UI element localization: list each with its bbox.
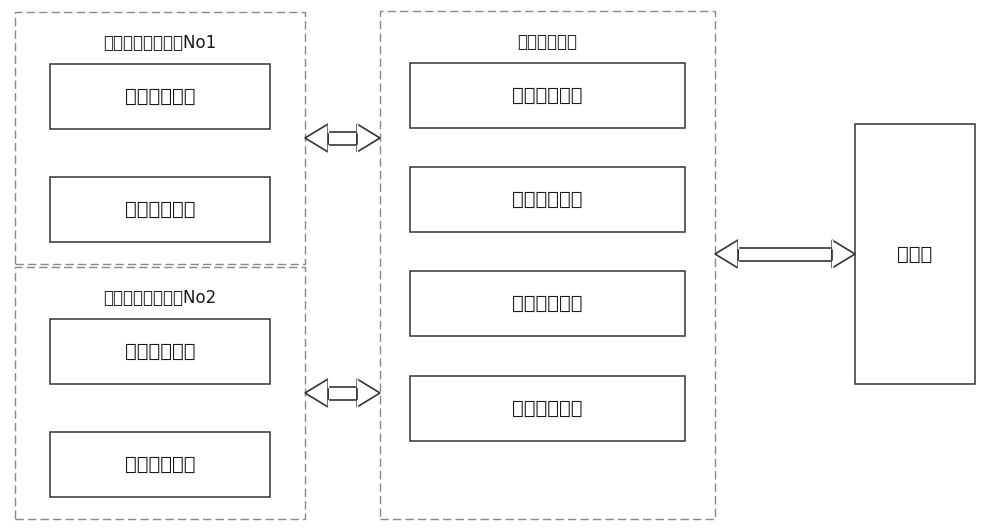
Text: 内存保存单元: 内存保存单元 bbox=[512, 190, 583, 209]
Bar bbox=[15, 12, 305, 264]
Text: 通知监控单元: 通知监控单元 bbox=[512, 86, 583, 105]
Text: 通知发送单元: 通知发送单元 bbox=[125, 200, 195, 219]
Text: 软件复位单元: 软件复位单元 bbox=[512, 398, 583, 417]
Polygon shape bbox=[715, 240, 738, 268]
Text: 通知发送单元: 通知发送单元 bbox=[125, 455, 195, 474]
Polygon shape bbox=[305, 124, 328, 152]
Text: 数字信号处理单元No2: 数字信号处理单元No2 bbox=[103, 289, 217, 307]
Bar bbox=[328, 387, 357, 399]
Text: 业务指派单元: 业务指派单元 bbox=[512, 295, 583, 313]
Bar bbox=[328, 132, 357, 144]
Polygon shape bbox=[832, 240, 855, 268]
Polygon shape bbox=[305, 379, 328, 407]
Bar bbox=[50, 177, 270, 242]
Polygon shape bbox=[357, 124, 380, 152]
Bar bbox=[410, 376, 685, 441]
Bar bbox=[410, 167, 685, 232]
Bar bbox=[15, 267, 305, 519]
Polygon shape bbox=[357, 379, 380, 407]
Bar bbox=[738, 248, 832, 260]
Text: 数字信号处理单元No1: 数字信号处理单元No1 bbox=[103, 34, 217, 52]
Bar bbox=[50, 319, 270, 384]
Bar bbox=[50, 432, 270, 497]
Text: 错误检测单元: 错误检测单元 bbox=[125, 342, 195, 361]
Text: 中央处理单元: 中央处理单元 bbox=[518, 33, 578, 51]
Bar bbox=[855, 124, 975, 384]
Text: 服务器: 服务器 bbox=[897, 244, 933, 263]
Bar bbox=[380, 11, 715, 519]
Bar bbox=[410, 63, 685, 128]
Bar bbox=[410, 271, 685, 336]
Bar bbox=[50, 64, 270, 129]
Text: 错误检测单元: 错误检测单元 bbox=[125, 87, 195, 106]
